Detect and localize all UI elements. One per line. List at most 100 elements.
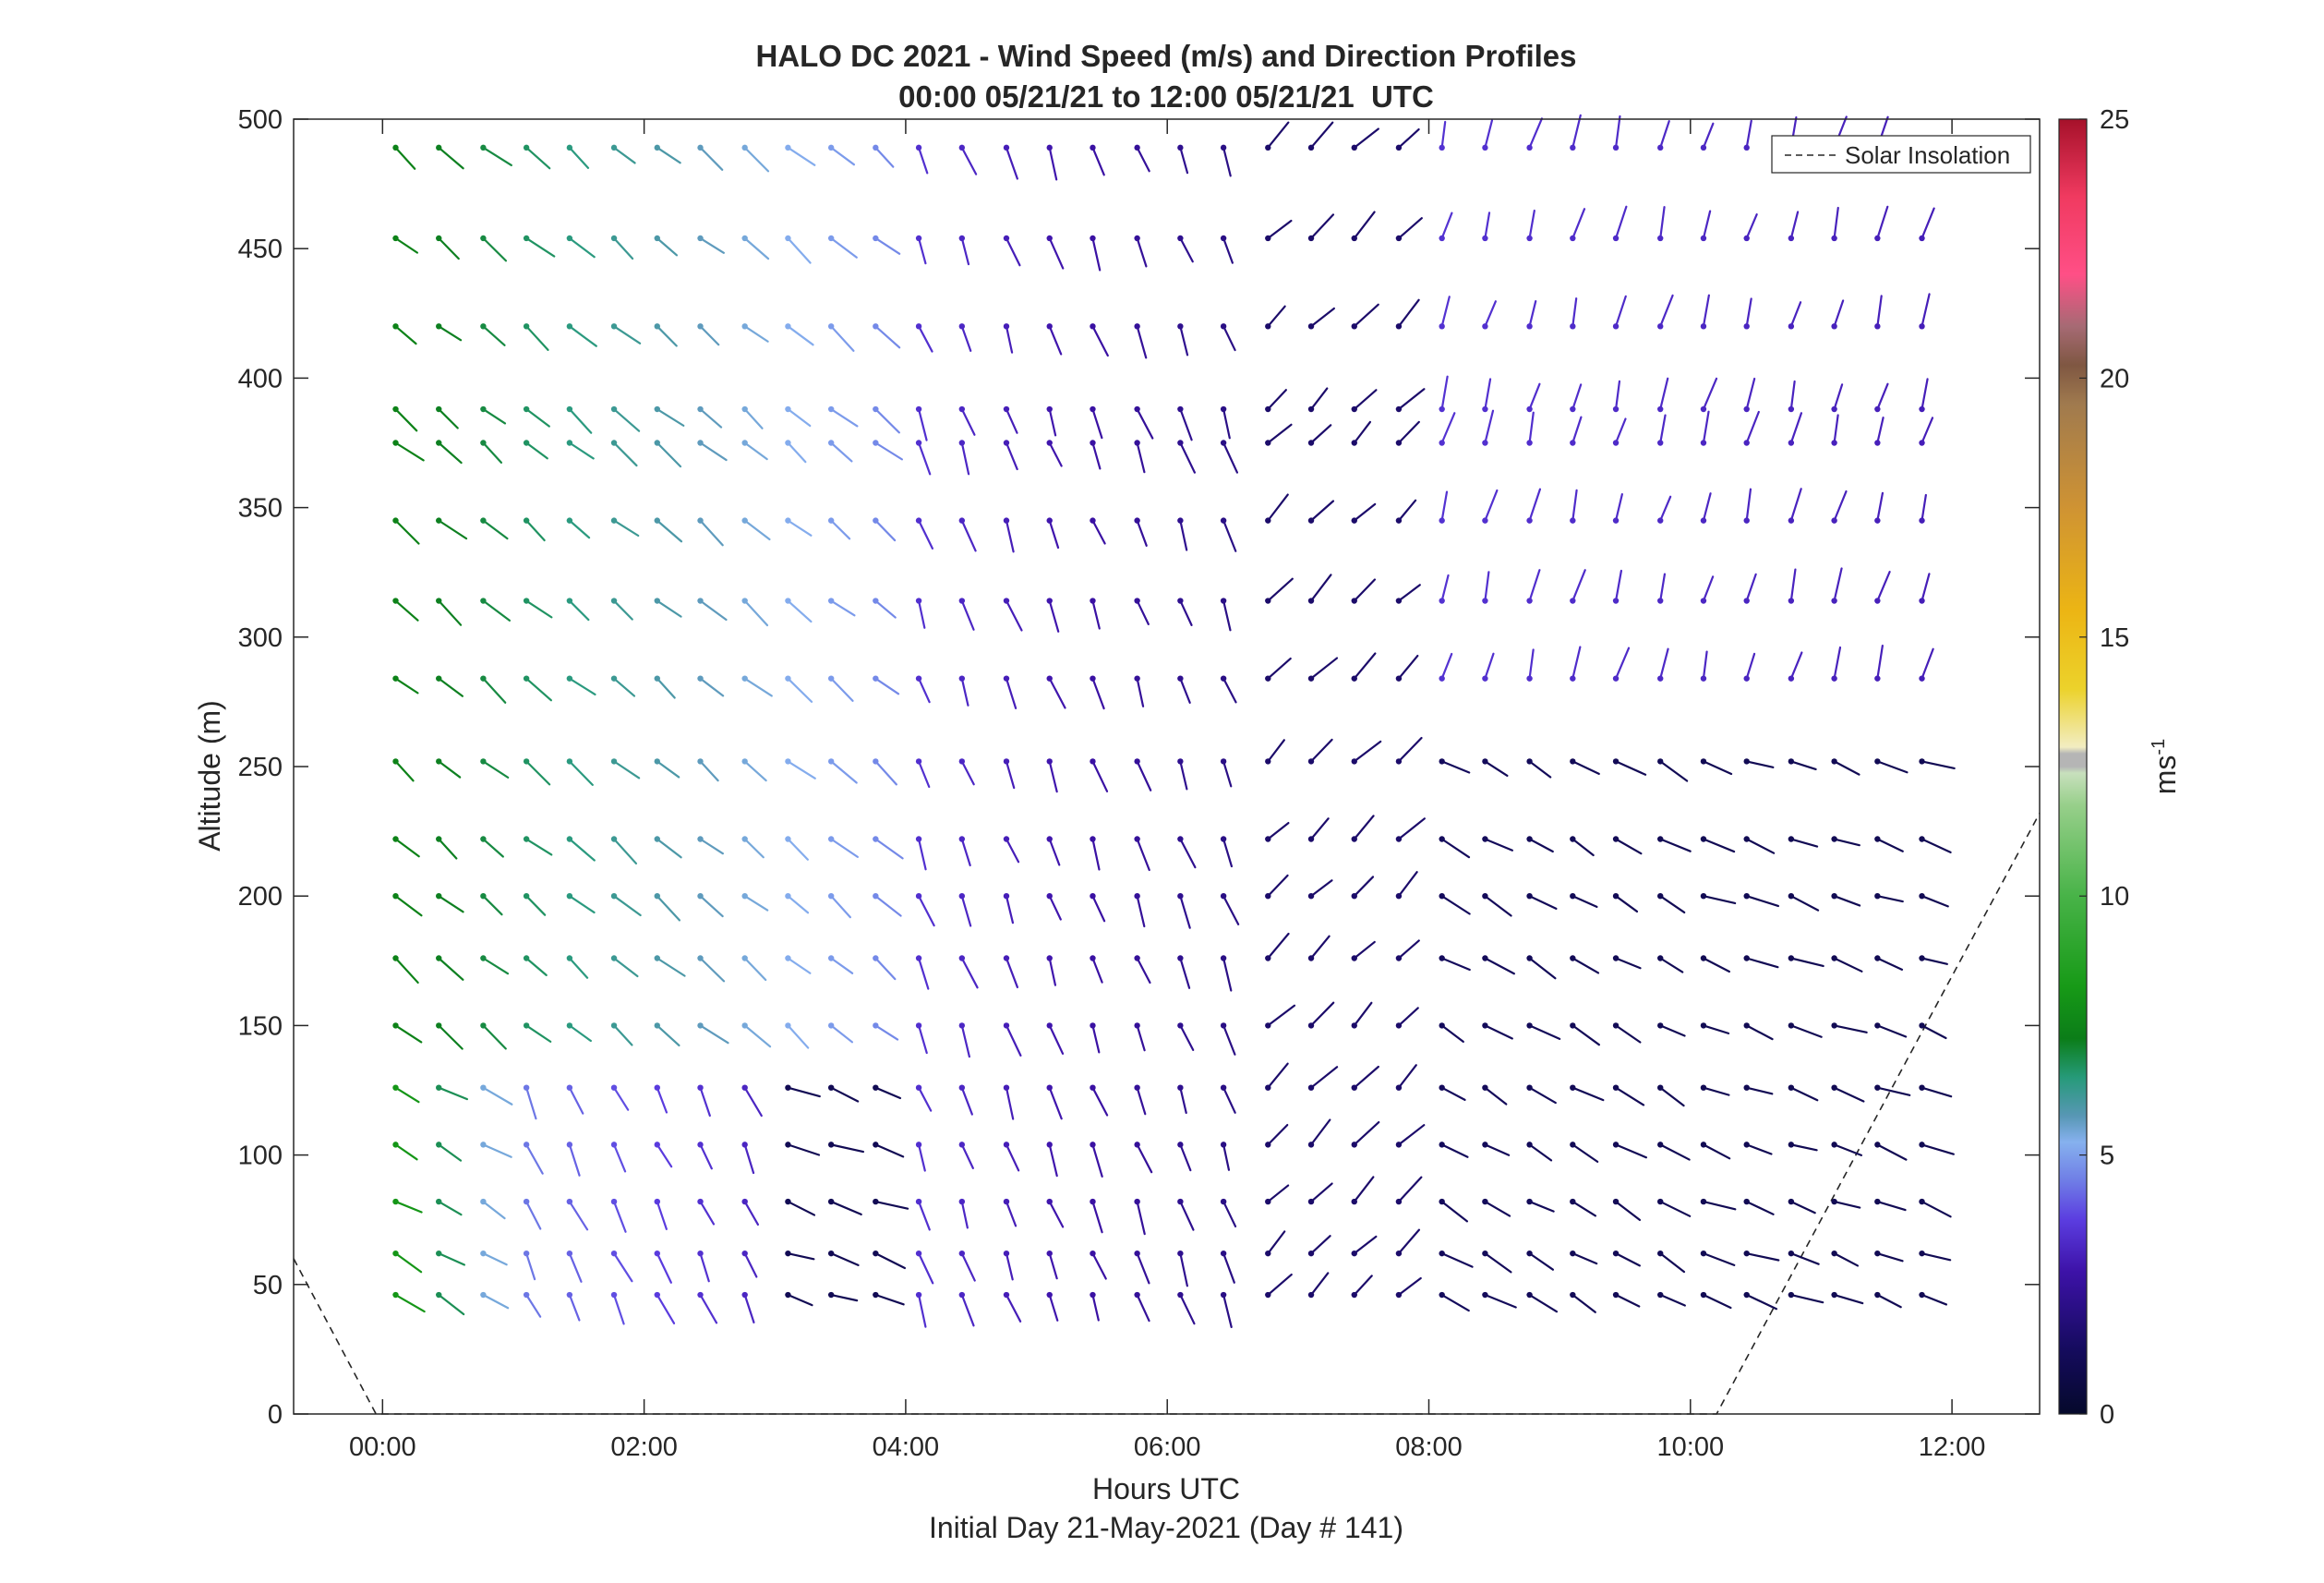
- wind-vector: [1090, 893, 1106, 923]
- wind-vector: [1526, 758, 1552, 779]
- wind-vector: [1657, 495, 1672, 524]
- wind-vector: [873, 598, 897, 619]
- wind-vector: [1265, 493, 1289, 524]
- wind-vector: [1788, 758, 1817, 770]
- wind-vector: [1919, 1084, 1953, 1098]
- wind-vector: [1307, 500, 1335, 524]
- chart-title: HALO DC 2021 - Wind Speed (m/s) and Dire…: [755, 39, 1576, 73]
- wind-vector: [566, 675, 596, 696]
- wind-vector: [1003, 758, 1016, 790]
- wind-vector: [1743, 488, 1752, 524]
- wind-vector: [1700, 575, 1715, 604]
- wind-vector: [480, 893, 503, 916]
- wind-vector: [566, 323, 597, 347]
- wind-vector: [566, 1250, 583, 1283]
- wind-vector: [1351, 652, 1377, 682]
- wind-vector: [697, 1291, 718, 1324]
- wind-vector: [697, 1198, 716, 1226]
- wind-vector: [654, 598, 682, 618]
- wind-vector: [1526, 117, 1544, 151]
- wind-vector: [785, 758, 816, 779]
- wind-vector: [610, 1142, 627, 1173]
- colorbar-tick-label: 20: [2100, 364, 2129, 393]
- wind-vector: [827, 1250, 860, 1267]
- wind-vector: [915, 1084, 933, 1112]
- wind-vector: [1395, 1276, 1422, 1299]
- wind-vector: [1919, 758, 1956, 769]
- wind-vector: [741, 405, 764, 429]
- wind-vector: [392, 1142, 418, 1161]
- wind-vector: [1134, 405, 1154, 440]
- wind-vector: [654, 893, 681, 922]
- wind-vector: [1003, 1084, 1015, 1120]
- wind-vector: [1612, 836, 1643, 855]
- wind-vector: [1177, 517, 1188, 551]
- wind-vector: [1134, 440, 1146, 474]
- wind-vector: [827, 955, 854, 974]
- wind-vector: [1046, 1198, 1065, 1228]
- wind-vector: [1831, 836, 1860, 847]
- wind-vector: [1046, 405, 1057, 437]
- wind-vector: [1395, 1007, 1419, 1029]
- wind-vector: [1003, 440, 1018, 471]
- wind-vector: [1657, 1022, 1686, 1037]
- wind-vector: [1919, 293, 1931, 330]
- wind-vector: [1831, 646, 1842, 682]
- wind-vector: [1831, 893, 1861, 907]
- wind-vector: [1003, 1250, 1014, 1281]
- colorbar: 0 5 10 15 20 25 ms-1: [2058, 105, 2182, 1430]
- wind-vector: [915, 235, 927, 265]
- wind-vector: [873, 675, 900, 695]
- wind-vector: [1657, 1084, 1685, 1107]
- y-tick-label: 350: [238, 494, 283, 524]
- wind-vector: [1657, 955, 1684, 973]
- wind-vector: [1874, 1291, 1902, 1309]
- wind-vector: [1439, 120, 1447, 151]
- wind-vector: [1657, 893, 1686, 914]
- y-tick-label: 150: [238, 1011, 283, 1041]
- wind-vector: [827, 1142, 865, 1154]
- wind-vector: [1612, 115, 1621, 151]
- wind-vector: [1090, 1022, 1101, 1054]
- wind-vector: [1788, 955, 1824, 968]
- wind-vector: [1526, 893, 1558, 911]
- wind-vector: [958, 323, 972, 352]
- wind-vector: [1874, 382, 1889, 413]
- wind-vector: [1831, 414, 1839, 446]
- wind-vector: [915, 1250, 934, 1285]
- wind-vector: [1003, 517, 1015, 553]
- x-tick-label: 00:00: [349, 1432, 416, 1462]
- wind-vector: [1526, 411, 1535, 446]
- wind-vector: [1743, 955, 1779, 969]
- wind-vector: [1090, 517, 1106, 545]
- wind-vector: [1570, 569, 1586, 604]
- wind-vector: [523, 836, 553, 856]
- legend-entry-solar-insolation: Solar Insolation: [1845, 141, 2010, 169]
- wind-vector: [1919, 1250, 1952, 1262]
- wind-vector: [610, 1250, 633, 1283]
- wind-vector: [1743, 573, 1757, 604]
- wind-vector: [958, 440, 970, 476]
- wind-vector: [827, 675, 854, 702]
- wind-vector: [654, 1198, 668, 1230]
- wind-vector: [1220, 836, 1234, 868]
- wind-vector: [785, 405, 812, 428]
- wind-vector: [1177, 1291, 1196, 1325]
- wind-vector: [1612, 1291, 1641, 1308]
- wind-vector: [785, 598, 813, 623]
- wind-vector: [785, 1142, 821, 1156]
- wind-vector: [1220, 235, 1234, 264]
- wind-vector: [1657, 1291, 1686, 1307]
- wind-vector: [1482, 1291, 1517, 1309]
- wind-vector: [1657, 1250, 1686, 1274]
- wind-vector: [1482, 758, 1509, 778]
- wind-vector: [741, 144, 770, 173]
- wind-vector: [1482, 1250, 1512, 1274]
- wind-vector: [523, 1250, 536, 1281]
- wind-vector: [741, 1198, 760, 1227]
- wind-vector: [915, 440, 932, 476]
- wind-vector: [1570, 646, 1582, 682]
- wind-vector: [1046, 836, 1061, 866]
- wind-vector: [741, 235, 770, 260]
